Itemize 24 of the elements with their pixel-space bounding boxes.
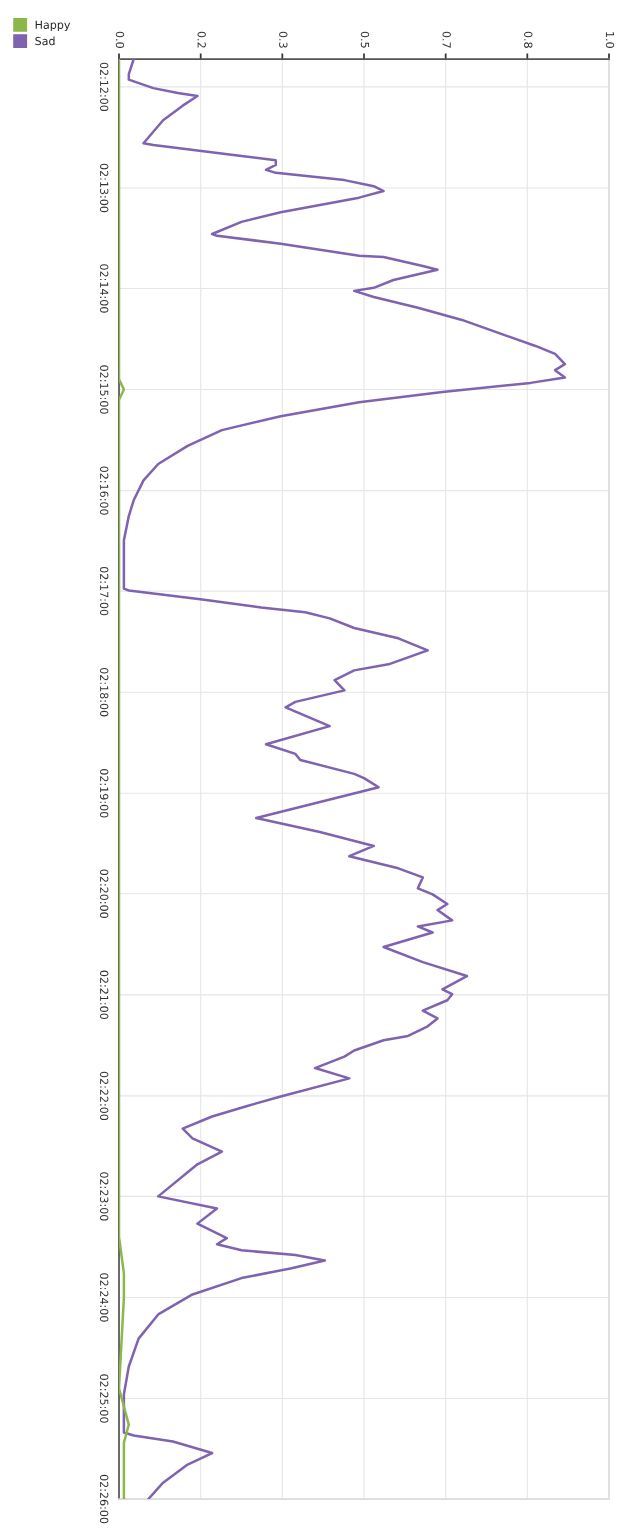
y-tick-label: 02:16:00 <box>99 466 109 515</box>
y-tick-label: 02:22:00 <box>99 1071 109 1121</box>
y-tick-label: 02:15:00 <box>99 365 109 414</box>
y-tick-label: 02:21:00 <box>99 970 109 1020</box>
y-tick-label: 02:26:00 <box>99 1474 109 1524</box>
legend-label: Happy <box>35 20 71 32</box>
y-tick-label: 02:14:00 <box>99 264 109 313</box>
x-tick-label: 0.5 <box>360 31 370 48</box>
x-tick-label: 0.8 <box>524 31 533 48</box>
x-tick-label: 0.2 <box>197 31 206 48</box>
y-tick-label: 02:24:00 <box>99 1273 109 1322</box>
x-tick-label: 0.0 <box>115 31 125 48</box>
y-tick-label: 02:12:00 <box>99 62 109 112</box>
y-tick-label: 02:19:00 <box>99 769 109 818</box>
y-tick-label: 02:13:00 <box>99 163 109 213</box>
x-tick-label: 0.7 <box>442 31 451 48</box>
y-tick-label: 02:17:00 <box>99 566 109 616</box>
y-tick-label: 02:23:00 <box>99 1172 109 1221</box>
x-tick-label: 0.3 <box>279 31 288 48</box>
legend-label: Sad <box>35 36 55 46</box>
x-tick-label: 1.0 <box>605 32 615 48</box>
y-tick-label: 02:18:00 <box>99 667 109 717</box>
y-tick-label: 02:25:00 <box>99 1374 109 1423</box>
y-tick-label: 02:20:00 <box>99 869 109 918</box>
